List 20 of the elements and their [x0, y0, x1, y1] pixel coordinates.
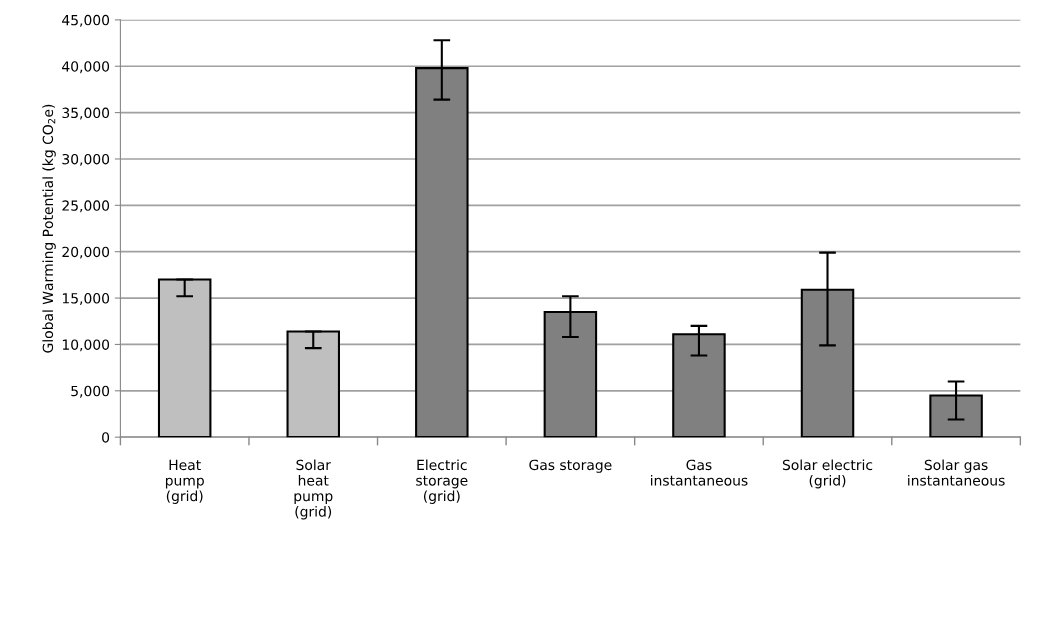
x-tick-label: Heat pump (grid) — [165, 459, 204, 504]
y-tick-label: 40,000 — [62, 61, 110, 74]
x-tick-label: Gas storage — [529, 459, 612, 473]
x-tick-label: Solar gas instantaneous — [908, 459, 1005, 486]
y-tick-label: 0 — [102, 432, 110, 443]
y-tick-label: 25,000 — [62, 200, 110, 213]
y-tick-label: 20,000 — [62, 246, 110, 259]
bar — [157, 278, 212, 438]
y-tick-label: 5,000 — [71, 385, 110, 398]
y-tick-label: 15,000 — [62, 293, 110, 305]
bar — [286, 330, 341, 438]
y-axis-title: Global Warming Potential (kg CO$_{2}$e) — [42, 104, 56, 353]
y-tick-label: 30,000 — [62, 153, 110, 166]
x-tick-label: Solar electric (grid) — [782, 459, 873, 489]
y-tick-label: 10,000 — [62, 339, 110, 352]
y-tick-label: 45,000 — [62, 14, 110, 27]
x-tick-label: Gas instantaneous — [651, 459, 748, 486]
x-tick-label: Electric storage (grid) — [416, 459, 468, 504]
x-tick-label: Solar heat pump (grid) — [294, 459, 333, 520]
y-tick-label: 35,000 — [62, 107, 110, 120]
